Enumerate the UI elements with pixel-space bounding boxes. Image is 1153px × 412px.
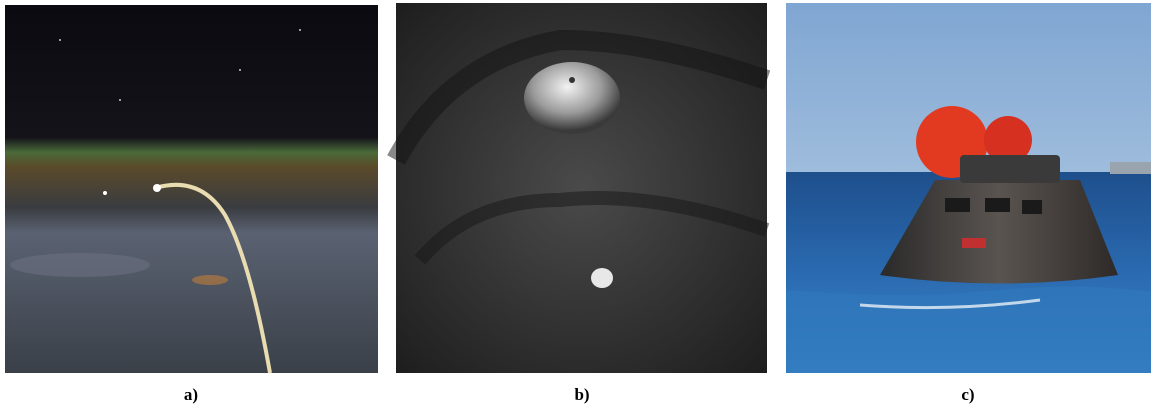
panel-label: a) bbox=[184, 385, 198, 404]
photo-parachute bbox=[396, 3, 767, 373]
photo-launch bbox=[5, 5, 378, 373]
photo-capsule bbox=[786, 3, 1151, 373]
panel-label: c) bbox=[961, 385, 974, 404]
panel-label: b) bbox=[574, 385, 589, 404]
figure: a) b) c) bbox=[0, 0, 1153, 412]
